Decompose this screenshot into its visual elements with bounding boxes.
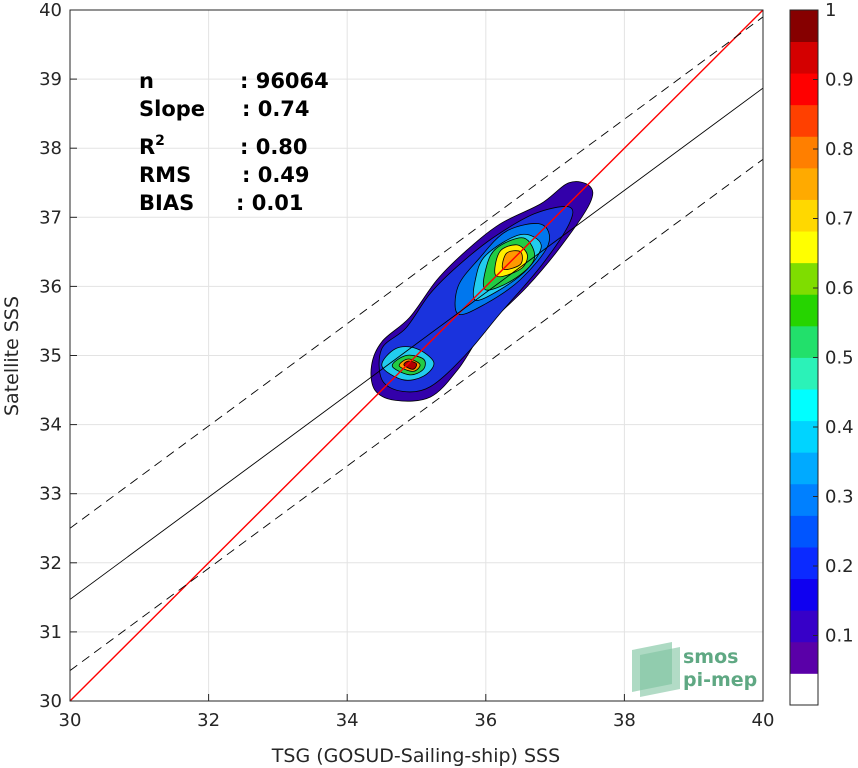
colorbar-tick-label: 0.6 — [825, 278, 854, 299]
colorbar-tick-label: 1 — [825, 0, 836, 21]
colorbar-tick-label: 0.8 — [825, 139, 854, 160]
colorbar-segment — [790, 10, 818, 42]
y-tick-label: 33 — [39, 484, 62, 505]
svg-text:pi-mep: pi-mep — [683, 669, 757, 691]
regression-line — [70, 87, 763, 600]
stat-label: n — [139, 69, 154, 93]
x-tick-label: 38 — [613, 710, 636, 731]
colorbar-segment — [790, 104, 818, 137]
stats-box: n : 96064 Slope : 0.74 R2 : 0.80 RMS : 0.49 BIAS… — [139, 69, 329, 215]
stat-label: RMS — [139, 163, 191, 187]
y-tick-label: 34 — [39, 415, 62, 436]
colorbar-segment — [790, 420, 818, 453]
colorbar-segment — [790, 262, 818, 295]
smos-pi-mep-logo: smos pi-mep — [632, 642, 757, 697]
stat-label: Slope — [139, 97, 205, 121]
density-contour — [403, 360, 418, 370]
colorbar-tick-label: 0.1 — [825, 626, 854, 647]
colorbar-segment — [790, 136, 818, 169]
colorbar-segment — [790, 73, 818, 106]
colorbar-tick-label: 0.3 — [825, 487, 854, 508]
upper-bound-line — [70, 16, 763, 529]
x-tick-label: 34 — [336, 710, 359, 731]
colorbar-segment — [790, 515, 818, 548]
colorbar-segment — [790, 357, 818, 390]
stat-value: : 0.74 — [242, 97, 310, 121]
y-tick-label: 30 — [39, 691, 62, 712]
stat-label: R2 — [139, 133, 165, 159]
colorbar-tick-label: 0.9 — [825, 70, 854, 91]
colorbar-segment — [790, 547, 818, 580]
x-tick-label: 40 — [752, 710, 775, 731]
stat-value: : 0.80 — [240, 135, 308, 159]
stat-value: : 0.01 — [236, 191, 304, 215]
colorbar-segment — [790, 294, 818, 327]
x-axis-label: TSG (GOSUD-Sailing-ship) SSS — [271, 745, 560, 767]
colorbar-segment — [790, 483, 818, 516]
colorbar-segment — [790, 199, 818, 232]
colorbar-segment — [790, 41, 818, 74]
y-axis-label: Satellite SSS — [1, 296, 23, 416]
y-tick-label: 39 — [39, 69, 62, 90]
y-axis-ticks: 30 31 32 33 34 35 36 37 38 39 40 — [39, 0, 77, 712]
colorbar-tick-label: 0.2 — [825, 556, 854, 577]
y-tick-label: 31 — [39, 622, 62, 643]
colorbar-tick-label: 0.4 — [825, 417, 854, 438]
colorbar: 0.1 0.2 0.3 0.4 0.5 0.6 0.7 0.8 0.9 1 — [789, 0, 854, 706]
colorbar-segment — [790, 325, 818, 358]
y-tick-label: 35 — [39, 346, 62, 367]
colorbar-segment — [790, 641, 818, 674]
fit-lines — [70, 10, 763, 701]
lower-bound-line — [70, 158, 763, 671]
stat-value: : 0.49 — [242, 163, 310, 187]
y-tick-label: 36 — [39, 276, 62, 297]
colorbar-segment — [790, 167, 818, 200]
colorbar-segment — [790, 578, 818, 611]
y-tick-label: 40 — [39, 0, 62, 21]
colorbar-tick-label: 0.5 — [825, 348, 854, 369]
svg-text:smos: smos — [683, 646, 738, 668]
colorbar-segment — [790, 610, 818, 643]
stat-value: : 96064 — [240, 69, 329, 93]
x-tick-label: 32 — [197, 710, 220, 731]
colorbar-tick-label: 0.7 — [825, 209, 854, 230]
y-tick-label: 32 — [39, 553, 62, 574]
y-tick-label: 38 — [39, 138, 62, 159]
colorbar-segment — [790, 231, 818, 264]
colorbar-segment — [790, 389, 818, 422]
x-tick-label: 30 — [59, 710, 82, 731]
x-axis-ticks: 30 32 34 36 38 40 — [59, 694, 775, 731]
y-tick-label: 37 — [39, 207, 62, 228]
stat-label: BIAS — [139, 191, 194, 215]
colorbar-segment — [790, 452, 818, 485]
x-tick-label: 36 — [474, 710, 497, 731]
colorbar-segment — [790, 673, 818, 706]
